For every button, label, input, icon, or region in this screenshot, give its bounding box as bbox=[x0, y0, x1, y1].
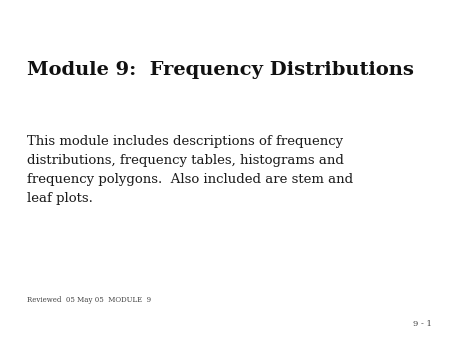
Text: 9 - 1: 9 - 1 bbox=[413, 320, 432, 328]
Text: Module 9:  Frequency Distributions: Module 9: Frequency Distributions bbox=[27, 61, 414, 79]
Text: This module includes descriptions of frequency
distributions, frequency tables, : This module includes descriptions of fre… bbox=[27, 135, 353, 205]
Text: Reviewed  05 May 05  MODULE  9: Reviewed 05 May 05 MODULE 9 bbox=[27, 296, 151, 304]
